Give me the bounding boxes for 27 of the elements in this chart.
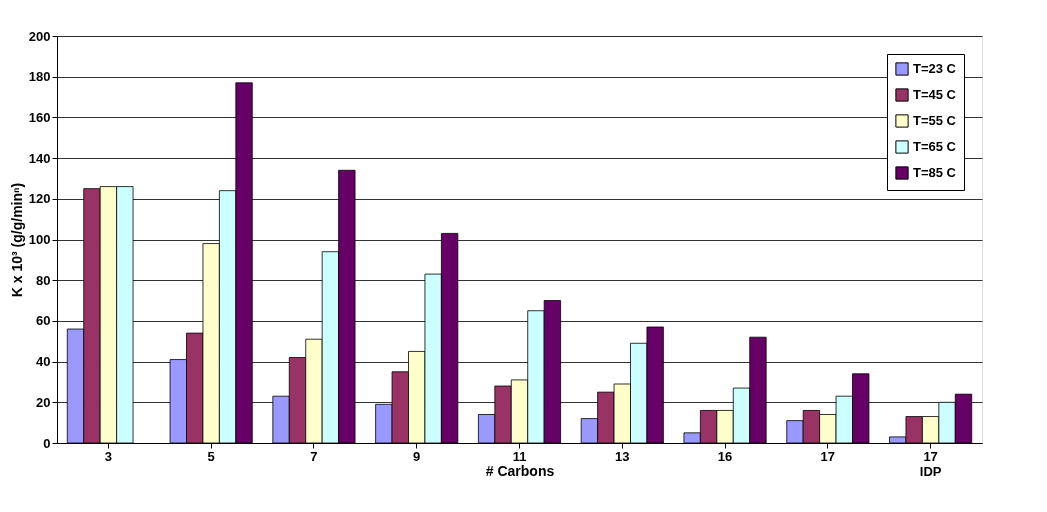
x-tick-label: 5 [207, 448, 215, 464]
legend-label: T=55 C [913, 113, 957, 128]
y-tick-label: 0 [43, 435, 51, 451]
y-tick-label: 100 [28, 232, 51, 247]
x-tick-label: 7 [310, 448, 318, 464]
x-tick-label: 17 IDP [919, 448, 942, 479]
y-tick-label: 180 [28, 69, 51, 85]
x-tick-label: 9 [413, 448, 421, 464]
y-tick-label: 60 [36, 313, 51, 329]
y-tick-label: 40 [36, 354, 51, 370]
legend-label: T=45 C [913, 87, 957, 102]
legend-label: T=65 C [913, 139, 957, 154]
y-tick-label: 200 [28, 28, 51, 44]
y-tick-label: 160 [28, 109, 51, 125]
legend-label: T=23 C [913, 61, 957, 76]
x-tick-label: 11 [512, 448, 527, 464]
y-tick-label: 20 [36, 394, 51, 410]
y-tick-label: 80 [36, 272, 51, 288]
x-tick-label: 3 [104, 448, 113, 464]
x-tick-label: 17 [820, 448, 836, 464]
y-tick-label: 120 [28, 191, 51, 207]
x-axis-title: # Carbons [485, 462, 555, 479]
y-axis-title: K x 10³ (g/g/minⁿ) [8, 182, 25, 298]
x-tick-label: 16 [717, 448, 733, 464]
x-tick-label: 13 [615, 448, 630, 464]
legend-label: T=85 C [913, 165, 957, 180]
y-tick-label: 140 [28, 150, 51, 166]
